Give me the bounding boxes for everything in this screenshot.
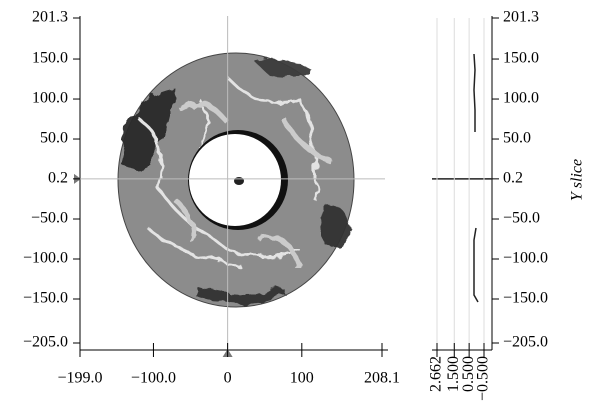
y-tick-label: 0.2 [48,170,68,187]
slice-trace [473,53,479,303]
y-tick-label: −100.0 [23,250,68,267]
y-tick-label: −150.0 [23,290,68,307]
slice-y-tick-label: 100.0 [503,90,539,107]
y-tick-label: −50.0 [31,210,68,227]
slice-y-tick-label: −50.0 [503,210,540,227]
y-tick-label: 201.3 [32,9,68,26]
slice-x-tick-label: −0.500 [475,356,492,401]
x-tick-label: 208.1 [364,370,400,387]
slice-y-tick-label: 201.3 [503,9,539,26]
x-tick-label: −100.0 [131,370,176,387]
slice-x-tick-label: 0.500 [460,356,477,392]
slice-y-tick-label: −205.0 [503,334,548,351]
slice-y-tick-label: 150.0 [503,50,539,67]
y-tick-label: 150.0 [32,50,68,67]
slice-y-tick-label: 50.0 [503,130,531,147]
y-tick-label: 50.0 [40,130,68,147]
x-tick-label: 100 [290,370,314,387]
x-tick-label: 0 [224,370,232,387]
y-tick-label: 100.0 [32,90,68,107]
slice-x-tick-label: 2.662 [428,356,445,392]
slice-label: Y slice [569,159,586,201]
x-tick-label: −199.0 [57,370,102,387]
slice-y-tick-label: 0.2 [503,170,523,187]
y-tick-label: −205.0 [23,334,68,351]
slice-y-tick-label: −150.0 [503,290,548,307]
slice-y-tick-label: −100.0 [503,250,548,267]
slice-x-tick-label: 1.500 [445,356,462,392]
ring-image [117,52,355,308]
